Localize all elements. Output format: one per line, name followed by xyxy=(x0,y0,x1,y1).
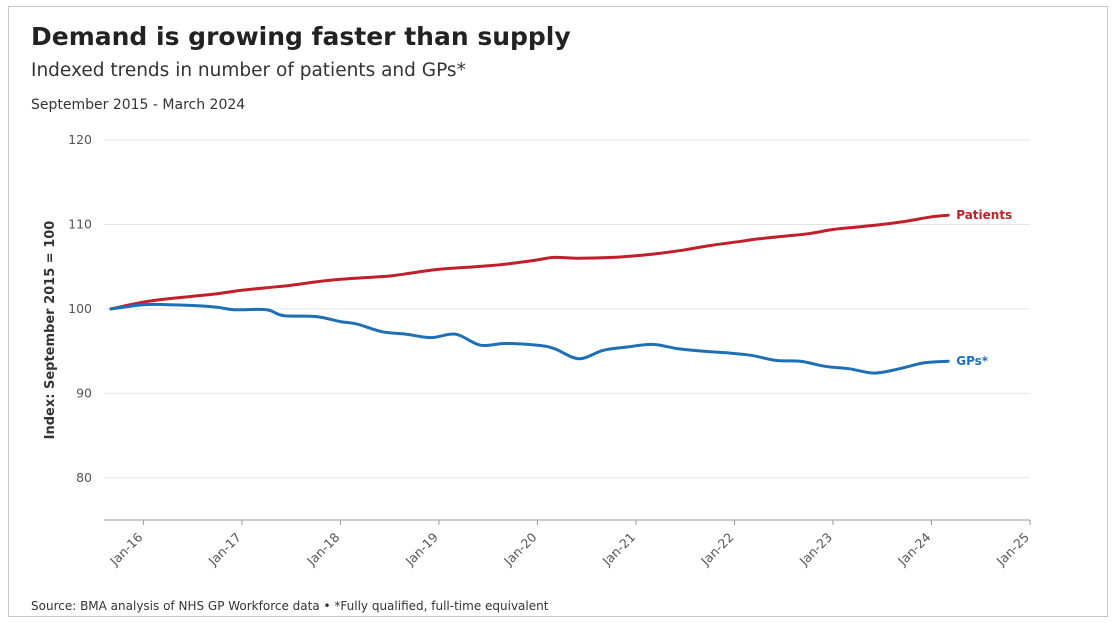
x-tick-label-Jan-18: Jan-18 xyxy=(303,529,342,568)
y-tick-label-90: 90 xyxy=(76,385,92,400)
x-tick-label-Jan-22: Jan-22 xyxy=(697,530,736,569)
chart-subtitle: Indexed trends in number of patients and… xyxy=(31,60,466,81)
x-tick-label-Jan-20: Jan-20 xyxy=(500,529,539,568)
series-line-patients xyxy=(109,213,950,311)
y-tick-label-120: 120 xyxy=(68,132,92,147)
source-note: Source: BMA analysis of NHS GP Workforce… xyxy=(31,599,549,613)
y-tick-label-100: 100 xyxy=(68,301,92,316)
x-tick-label-Jan-23: Jan-23 xyxy=(796,530,835,569)
date-range: September 2015 - March 2024 xyxy=(31,97,246,113)
series-line-gps xyxy=(109,302,950,375)
x-tick-label-Jan-24: Jan-24 xyxy=(894,529,933,568)
x-tick-label-Jan-17: Jan-17 xyxy=(205,530,244,569)
x-tick-label-Jan-25: Jan-25 xyxy=(993,530,1032,569)
x-tick-label-Jan-16: Jan-16 xyxy=(106,529,145,568)
y-tick-label-80: 80 xyxy=(76,470,92,485)
chart-frame xyxy=(8,6,1108,617)
series-label-gps: GPs* xyxy=(956,354,989,368)
x-tick-label-Jan-19: Jan-19 xyxy=(402,529,441,568)
y-tick-label-110: 110 xyxy=(68,216,92,231)
chart-title: Demand is growing faster than supply xyxy=(31,22,571,51)
y-axis-label: Index: September 2015 = 100 xyxy=(43,221,58,440)
x-tick-label-Jan-21: Jan-21 xyxy=(599,530,638,569)
series-label-patients: Patients xyxy=(956,208,1012,222)
